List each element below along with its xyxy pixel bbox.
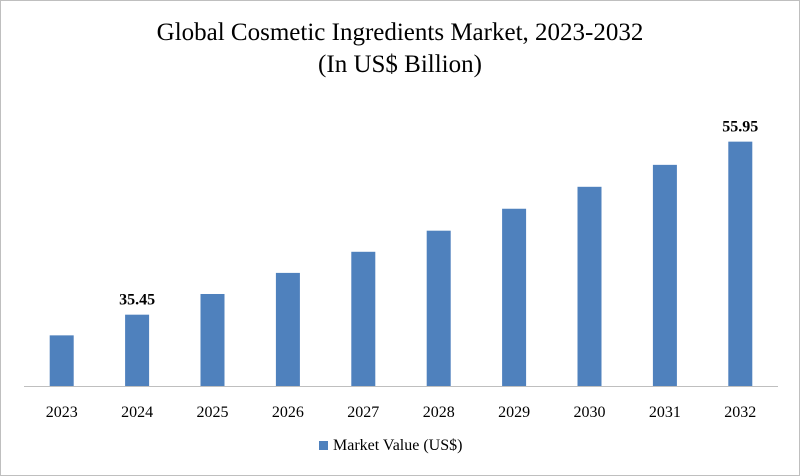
x-tick-label-2027: 2027 xyxy=(347,404,379,421)
data-label-2032: 55.95 xyxy=(722,119,758,136)
legend-label: Market Value (US$) xyxy=(333,437,462,454)
bar-2027 xyxy=(351,251,376,386)
x-tick-label-2032: 2032 xyxy=(724,404,756,421)
legend: Market Value (US$) xyxy=(319,437,462,454)
bar-2030 xyxy=(577,186,602,386)
bar-2024 xyxy=(125,314,150,386)
x-tick-label-2026: 2026 xyxy=(272,404,304,421)
x-tick-label-2029: 2029 xyxy=(498,404,530,421)
chart-title: Global Cosmetic Ingredients Market, 2023… xyxy=(1,17,799,81)
x-tick-label-2024: 2024 xyxy=(121,404,153,421)
bar-2032 xyxy=(728,141,753,386)
legend-swatch xyxy=(319,441,328,450)
x-tick-label-2031: 2031 xyxy=(649,404,681,421)
bar-2026 xyxy=(275,272,300,386)
bar-2031 xyxy=(652,164,677,386)
x-tick-label-2028: 2028 xyxy=(423,404,455,421)
bar-2023 xyxy=(49,335,74,386)
bar-2028 xyxy=(426,230,451,386)
x-tick-label-2023: 2023 xyxy=(46,404,78,421)
x-tick-label-2025: 2025 xyxy=(197,404,229,421)
data-label-2024: 35.45 xyxy=(119,292,155,309)
x-tick-label-2030: 2030 xyxy=(574,404,606,421)
bar-2029 xyxy=(502,208,527,386)
chart-title-line1: Global Cosmetic Ingredients Market, 2023… xyxy=(156,19,644,46)
bar-2025 xyxy=(200,293,225,386)
chart-title-line2: (In US$ Billion) xyxy=(318,51,482,78)
